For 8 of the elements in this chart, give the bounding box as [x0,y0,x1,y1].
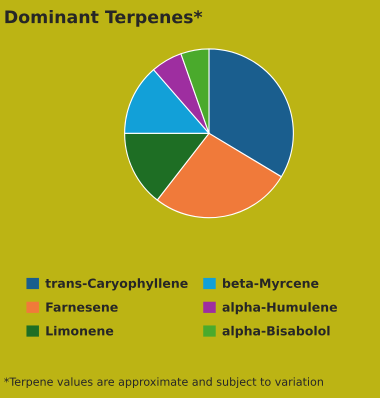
legend-label: beta-Myrcene [223,278,318,290]
legend-label: Farnesene [46,302,118,312]
text: *Terpene values are approximate and subject to variation [4,377,323,388]
legend-label: alpha-Bisabolol [222,326,330,338]
legend-label: Limonene [46,326,114,336]
chart-title: Dominant Terpenes* [5,10,202,27]
legend-label: trans-Caryophyllene [45,278,188,290]
legend-label: alpha-Humulene [222,302,337,314]
